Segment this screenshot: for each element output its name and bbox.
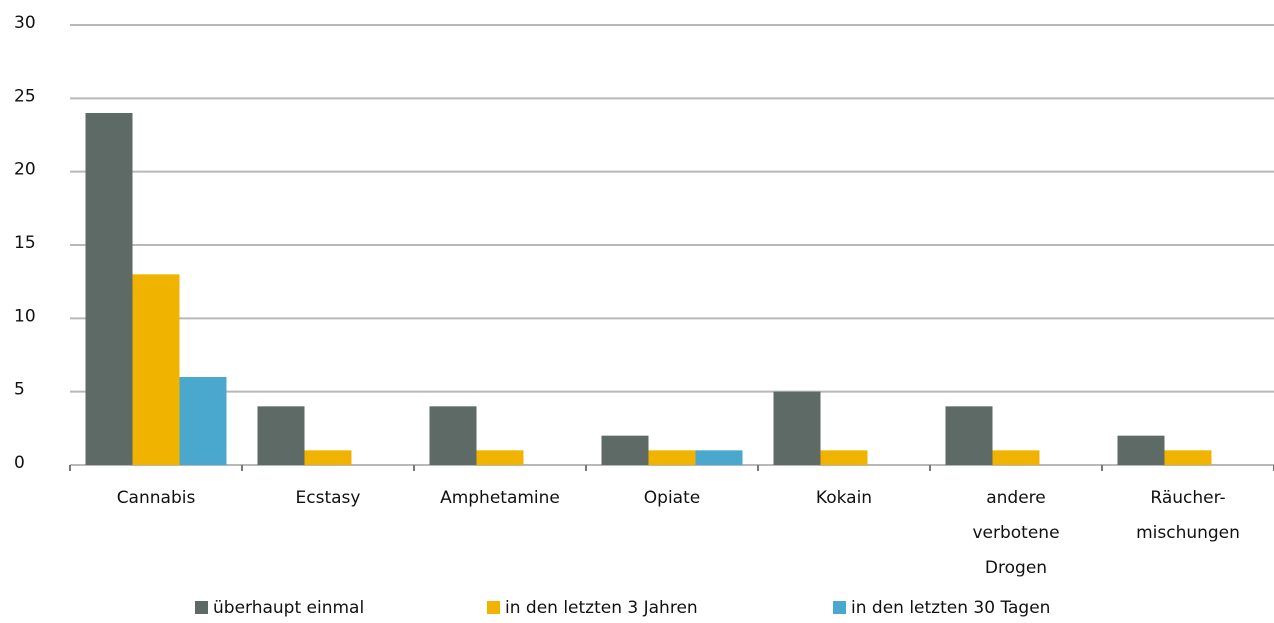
y-tick-label: 5 — [14, 380, 25, 400]
legend-label: in den letzten 3 Jahren — [505, 598, 698, 618]
y-tick-label: 0 — [14, 453, 25, 473]
legend-label: in den letzten 30 Tagen — [851, 598, 1050, 618]
legend-label: überhaupt einmal — [213, 598, 364, 618]
bar — [992, 450, 1040, 465]
x-tick-label: Kokain — [816, 488, 872, 508]
bar — [695, 450, 743, 465]
bar — [476, 450, 524, 465]
x-tick-label: Ecstasy — [296, 488, 361, 508]
y-tick-label: 15 — [14, 233, 36, 253]
y-tick-label: 20 — [14, 160, 36, 180]
bar — [648, 450, 696, 465]
legend-swatch — [833, 601, 846, 614]
x-tick-label: Amphetamine — [440, 488, 560, 508]
bar — [257, 406, 305, 465]
x-tick-label: Räucher-mischungen — [1136, 488, 1240, 543]
x-tick-label: Opiate — [644, 488, 700, 508]
bar — [1164, 450, 1212, 465]
legend-swatch — [195, 601, 208, 614]
bar — [820, 450, 868, 465]
y-tick-label: 30 — [14, 13, 36, 33]
bar — [1117, 435, 1165, 465]
bar — [601, 435, 649, 465]
y-tick-label: 25 — [14, 86, 36, 106]
x-tick-label: Cannabis — [117, 488, 196, 508]
bar — [429, 406, 477, 465]
y-tick-label: 10 — [14, 306, 36, 326]
bar — [773, 391, 821, 465]
bar — [945, 406, 993, 465]
bar — [179, 377, 227, 465]
legend-swatch — [487, 601, 500, 614]
x-tick-label: andere verbotene Drogen — [972, 488, 1059, 578]
bar — [304, 450, 352, 465]
bar — [132, 274, 180, 465]
bar — [85, 113, 133, 465]
